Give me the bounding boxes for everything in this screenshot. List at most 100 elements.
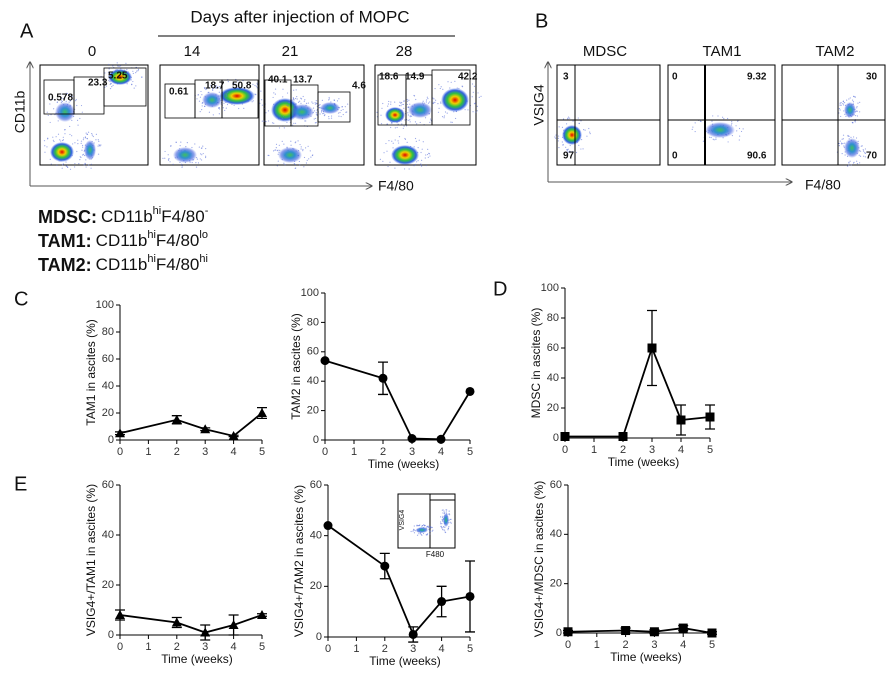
flow-dot xyxy=(57,120,59,122)
flow-dot xyxy=(478,96,480,99)
flow-dot xyxy=(387,105,389,107)
flow-dot xyxy=(385,142,387,145)
flow-dot xyxy=(271,122,274,124)
flow-dot xyxy=(842,138,844,140)
flow-dot xyxy=(709,136,711,138)
flow-population xyxy=(410,523,434,536)
day-label: 21 xyxy=(282,43,299,60)
flow-dot xyxy=(431,530,433,532)
flow-dot xyxy=(65,161,67,163)
flow-density xyxy=(391,145,419,165)
flow-dot xyxy=(65,100,67,102)
flow-dot xyxy=(461,85,463,87)
flow-dot xyxy=(286,92,289,94)
cell-name: MDSC: xyxy=(38,207,97,227)
flow-dot xyxy=(562,118,565,120)
flow-dot xyxy=(205,88,207,91)
gate-value: 13.7 xyxy=(293,75,313,86)
flow-dot xyxy=(401,101,403,104)
flow-dot xyxy=(78,163,80,165)
flow-dot xyxy=(437,111,440,113)
flow-dot xyxy=(409,115,411,117)
flow-dot xyxy=(296,98,298,100)
flow-dot xyxy=(304,99,306,101)
flow-dot xyxy=(197,94,199,96)
flow-dot xyxy=(205,147,207,150)
flow-dot xyxy=(111,86,113,88)
y-tick-label: 40 xyxy=(102,529,114,541)
flow-dot xyxy=(839,109,841,111)
flow-dot xyxy=(87,131,90,133)
flow-dot xyxy=(69,94,71,97)
flow-dot xyxy=(394,167,396,169)
flow-dot xyxy=(390,103,392,105)
flow-dot xyxy=(694,122,696,124)
flow-dot xyxy=(98,144,100,146)
flow-dot xyxy=(446,112,448,114)
flow-dot xyxy=(195,166,198,168)
flow-dot xyxy=(290,144,292,146)
flow-dot xyxy=(382,102,384,105)
flow-dot xyxy=(863,155,865,157)
flow-dot xyxy=(583,128,585,131)
flow-dot xyxy=(288,102,290,104)
flow-dot xyxy=(410,530,412,533)
flow-dot xyxy=(256,82,258,84)
flow-dot xyxy=(336,100,339,102)
flow-dot xyxy=(294,163,297,166)
flow-dot xyxy=(278,127,281,129)
flow-dot xyxy=(110,83,112,85)
flow-dot xyxy=(440,101,442,103)
flow-dot xyxy=(416,524,418,526)
y-tick-label: 60 xyxy=(547,342,559,354)
flow-dot xyxy=(423,523,425,526)
x-tick-label: 2 xyxy=(382,643,388,655)
flow-dot xyxy=(346,103,349,105)
data-point xyxy=(436,434,446,444)
data-point xyxy=(115,610,125,619)
data-point xyxy=(705,412,715,422)
flow-dot xyxy=(226,94,228,96)
flow-dot xyxy=(386,150,388,152)
data-line xyxy=(324,359,471,441)
y-tick-label: 0 xyxy=(556,627,562,639)
flow-dot xyxy=(429,533,431,535)
flow-dot xyxy=(282,88,284,90)
x-tick-label: 4 xyxy=(680,639,686,651)
flow-dot xyxy=(302,95,304,98)
flow-dot xyxy=(261,99,263,101)
flow-dot xyxy=(838,107,841,110)
flow-dot xyxy=(272,96,274,99)
flow-dot xyxy=(219,108,221,110)
flow-dot xyxy=(844,154,846,156)
flow-dot xyxy=(137,69,139,72)
marker-level: hi xyxy=(153,205,162,217)
flow-dot xyxy=(308,158,310,160)
flow-dot xyxy=(297,140,299,142)
x-axis-label: Time (weeks) xyxy=(369,654,441,668)
flow-dot xyxy=(400,105,402,107)
flow-dot xyxy=(558,126,560,128)
flow-dot xyxy=(307,102,309,104)
flow-dot xyxy=(205,155,207,157)
flow-dot xyxy=(226,95,228,97)
flow-dot xyxy=(710,136,712,139)
flow-dot xyxy=(440,526,442,528)
flow-dot xyxy=(435,99,437,101)
flow-dot xyxy=(254,84,256,87)
x-tick-label: 2 xyxy=(380,446,386,458)
flow-dot xyxy=(440,86,442,88)
flow-dot xyxy=(421,159,423,162)
flow-dot xyxy=(261,104,264,106)
flow-dot xyxy=(300,97,302,99)
flow-dot xyxy=(454,80,456,82)
flow-dot xyxy=(95,133,97,135)
flow-dot xyxy=(108,68,110,70)
flow-population xyxy=(267,140,314,169)
flow-dot xyxy=(289,101,291,103)
flow-dot xyxy=(118,65,120,67)
flow-dot xyxy=(64,129,66,131)
flow-dot xyxy=(234,83,236,85)
x-tick-label: 5 xyxy=(259,641,265,653)
flow-dot xyxy=(449,87,451,89)
